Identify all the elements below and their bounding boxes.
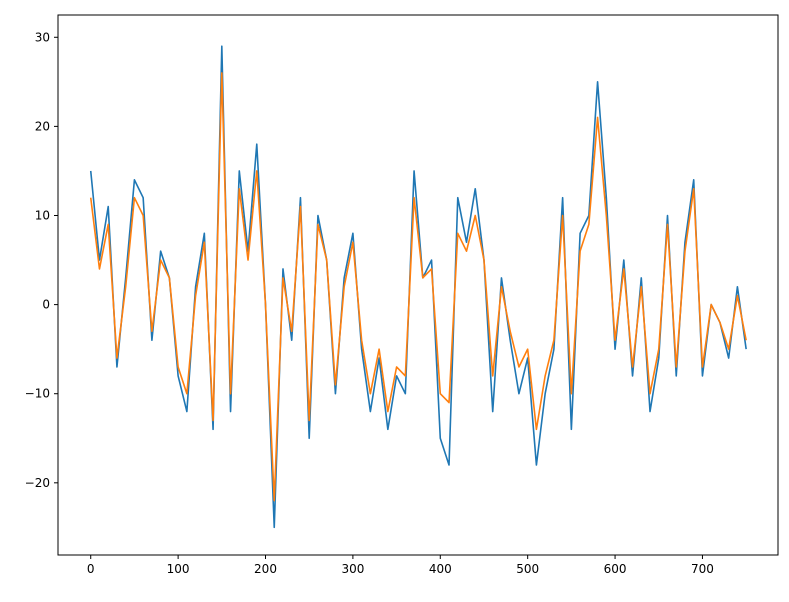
x-tick-label: 0 [87,562,95,576]
x-tick-label: 200 [254,562,277,576]
axes-frame [57,14,779,556]
y-tick-label: 0 [42,298,50,312]
y-tick-label: 10 [35,208,50,222]
x-tick-label: 700 [691,562,714,576]
y-tick-label: 20 [35,119,50,133]
line-series [89,72,747,502]
y-tick-label: −20 [25,476,50,490]
y-tick-label: −10 [25,387,50,401]
x-tick-label: 500 [516,562,539,576]
line-series [89,45,747,529]
x-tick-label: 100 [167,562,190,576]
y-tick-label: 30 [35,30,50,44]
x-tick-label: 400 [429,562,452,576]
x-tick-label: 300 [341,562,364,576]
x-tick-label: 600 [604,562,627,576]
